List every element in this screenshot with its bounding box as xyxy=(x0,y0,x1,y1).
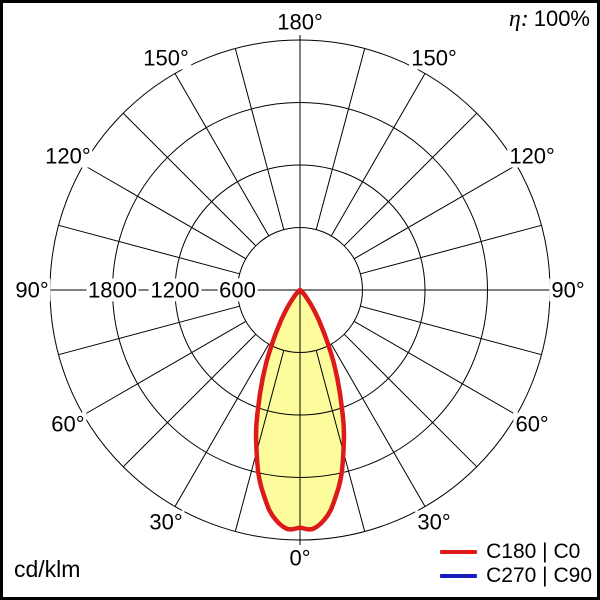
grid-spoke-255 xyxy=(58,224,240,275)
grid-spoke-210 xyxy=(174,73,270,237)
grid-spoke-195 xyxy=(234,48,285,230)
grid-spoke-75 xyxy=(360,305,542,356)
grid-spoke-300 xyxy=(83,320,247,416)
c180-c0-curve xyxy=(253,287,347,532)
efficiency-label: η: 100% xyxy=(509,6,590,33)
eta-value: 100% xyxy=(533,6,590,31)
grid-spoke-345 xyxy=(234,350,285,532)
grid-spoke-45 xyxy=(343,333,478,468)
unit-label: cd/klm xyxy=(14,556,81,582)
grid-spoke-285 xyxy=(58,305,240,356)
legend-label-c0: C180 | C0 xyxy=(486,540,581,563)
legend-line-c90-blue xyxy=(440,573,478,578)
grid-spoke-150 xyxy=(330,73,426,237)
grid-spoke-315 xyxy=(122,333,257,468)
grid-spoke-240 xyxy=(83,164,247,260)
legend-line-c0-red xyxy=(440,549,478,554)
grid-spoke-225 xyxy=(122,112,257,247)
grid-spoke-120 xyxy=(353,164,517,260)
legend-label-c90: C270 | C90 xyxy=(486,564,592,587)
grid-spoke-165 xyxy=(315,48,366,230)
grid-spoke-105 xyxy=(360,224,542,275)
grid-spoke-60 xyxy=(353,320,517,416)
grid-spoke-330 xyxy=(174,343,270,507)
grid-spoke-15 xyxy=(315,350,366,532)
grid-spoke-30 xyxy=(330,343,426,507)
eta-symbol: η: xyxy=(508,6,529,32)
legend: C180 | C0 C270 | C90 xyxy=(440,541,592,586)
grid-spoke-135 xyxy=(343,112,478,247)
